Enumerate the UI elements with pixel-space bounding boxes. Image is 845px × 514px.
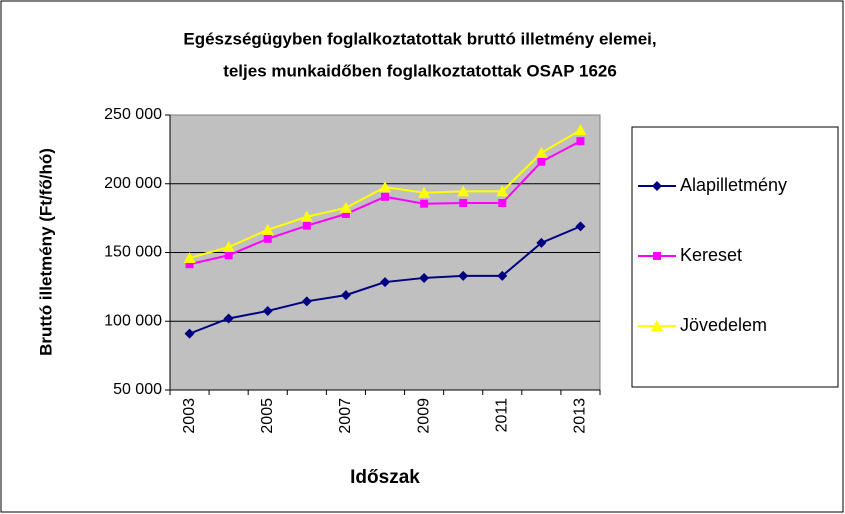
marker (339, 201, 352, 213)
marker (300, 210, 313, 222)
legend-marker (653, 252, 661, 260)
marker (341, 210, 350, 218)
chart-title: Egészségügyben foglalkoztatottak bruttó … (183, 29, 656, 48)
y-axis-title: Bruttó illetmény (Ft/fő/hó) (36, 148, 55, 356)
marker (535, 146, 548, 158)
marker (301, 296, 312, 307)
legend-label: Kereset (680, 245, 742, 265)
legend-marker (651, 320, 663, 331)
marker (222, 241, 235, 252)
marker (418, 186, 431, 198)
marker (263, 234, 272, 243)
marker (184, 328, 195, 339)
marker (185, 260, 194, 269)
y-tick-label: 50 000 (113, 381, 162, 398)
marker (302, 221, 311, 230)
x-tick-label: 2007 (337, 398, 354, 434)
marker (420, 199, 429, 208)
y-tick-label: 100 000 (104, 312, 162, 329)
marker (497, 270, 508, 281)
chart-subtitle: teljes munkaidőben foglalkoztatottak OSA… (223, 61, 617, 80)
marker (380, 277, 390, 288)
x-tick-label: 2005 (259, 398, 276, 434)
legend-marker (652, 181, 662, 191)
marker (379, 181, 391, 193)
legend-label: Alapilletmény (680, 175, 787, 195)
marker (262, 305, 273, 316)
marker (459, 199, 468, 207)
x-tick-label: 2009 (415, 398, 432, 434)
marker (183, 252, 196, 263)
marker (419, 272, 430, 283)
marker (381, 192, 389, 201)
y-tick-label: 200 000 (104, 175, 162, 192)
x-tick-label: 2013 (572, 398, 589, 434)
x-tick-label: 2003 (181, 398, 198, 434)
marker (261, 223, 274, 235)
marker (457, 185, 470, 197)
marker (575, 221, 586, 232)
y-tick-label: 250 000 (104, 106, 162, 123)
marker (223, 313, 234, 324)
y-tick-label: 150 000 (104, 244, 162, 261)
legend-label: Jövedelem (680, 315, 767, 335)
marker (536, 237, 547, 248)
marker (340, 290, 351, 301)
marker (224, 251, 233, 260)
marker (458, 270, 469, 281)
marker (574, 124, 587, 136)
x-axis-title: Időszak (350, 467, 420, 488)
marker (498, 199, 507, 207)
x-tick-label: 2011 (493, 398, 510, 433)
marker (576, 137, 585, 146)
marker (496, 185, 509, 197)
marker (537, 157, 546, 166)
